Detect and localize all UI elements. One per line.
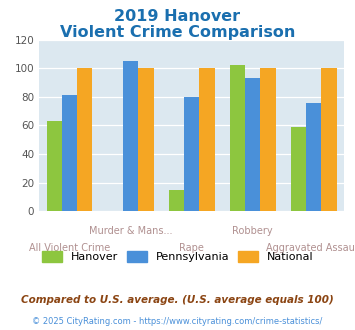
Bar bbox=[47, 121, 62, 211]
Bar bbox=[169, 190, 184, 211]
Text: 2019 Hanover: 2019 Hanover bbox=[114, 9, 241, 24]
Text: Rape: Rape bbox=[179, 243, 204, 252]
Text: Robbery: Robbery bbox=[233, 226, 273, 236]
Bar bbox=[261, 68, 275, 211]
Bar bbox=[291, 127, 306, 211]
Bar bbox=[62, 95, 77, 211]
Text: All Violent Crime: All Violent Crime bbox=[29, 243, 110, 252]
Bar bbox=[200, 68, 214, 211]
Bar bbox=[230, 65, 245, 211]
Bar bbox=[322, 68, 337, 211]
Bar bbox=[245, 78, 261, 211]
Text: Compared to U.S. average. (U.S. average equals 100): Compared to U.S. average. (U.S. average … bbox=[21, 295, 334, 305]
Bar bbox=[123, 61, 138, 211]
Bar bbox=[306, 103, 322, 211]
Legend: Hanover, Pennsylvania, National: Hanover, Pennsylvania, National bbox=[37, 247, 318, 267]
Text: Murder & Mans...: Murder & Mans... bbox=[89, 226, 173, 236]
Text: Violent Crime Comparison: Violent Crime Comparison bbox=[60, 25, 295, 40]
Bar bbox=[184, 97, 200, 211]
Text: © 2025 CityRating.com - https://www.cityrating.com/crime-statistics/: © 2025 CityRating.com - https://www.city… bbox=[32, 317, 323, 326]
Bar bbox=[138, 68, 153, 211]
Text: Aggravated Assault: Aggravated Assault bbox=[266, 243, 355, 252]
Bar bbox=[77, 68, 92, 211]
